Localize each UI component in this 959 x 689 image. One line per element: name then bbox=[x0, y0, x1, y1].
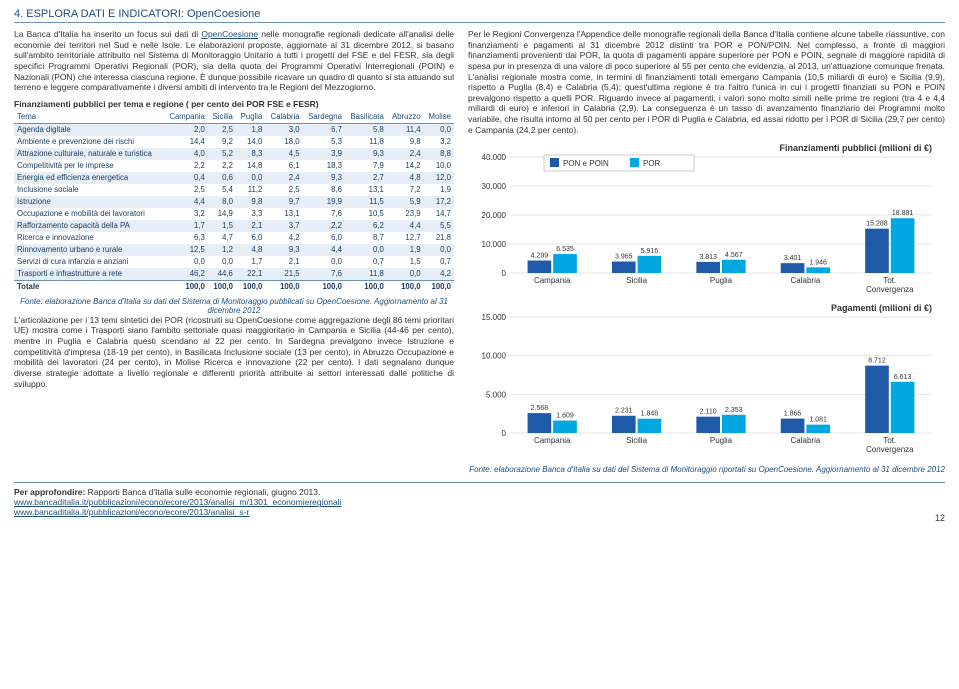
svg-text:PON e POIN: PON e POIN bbox=[563, 159, 609, 168]
svg-text:0: 0 bbox=[502, 269, 507, 278]
svg-text:3.965: 3.965 bbox=[615, 254, 633, 261]
svg-text:1.865: 1.865 bbox=[784, 411, 802, 418]
analysis-paragraph: L'articolazione per i 13 temi sintetici … bbox=[14, 315, 454, 389]
footer-label: Per approfondire: bbox=[14, 487, 85, 497]
svg-text:6.613: 6.613 bbox=[894, 374, 912, 381]
svg-text:6.535: 6.535 bbox=[556, 246, 574, 253]
svg-text:2.353: 2.353 bbox=[725, 407, 743, 414]
financing-table: TemaCampaniaSiciliaPugliaCalabriaSardegn… bbox=[14, 111, 454, 293]
table-row: Energia ed efficienza energetica0,40,60,… bbox=[14, 172, 454, 184]
svg-text:1.848: 1.848 bbox=[641, 411, 659, 418]
table-header: Sardegna bbox=[303, 111, 345, 124]
svg-text:Sicilia: Sicilia bbox=[626, 276, 647, 285]
payments-chart: Pagamenti (milioni di €) 0 5.000 10.000 15.0… bbox=[468, 301, 945, 461]
svg-text:2.231: 2.231 bbox=[615, 408, 633, 415]
svg-text:15.000: 15.000 bbox=[482, 313, 507, 322]
svg-text:1.609: 1.609 bbox=[556, 413, 574, 420]
right-paragraph: Per le Regioni Convergenza l'Appendice d… bbox=[468, 29, 945, 135]
svg-text:Calabria: Calabria bbox=[791, 276, 821, 285]
svg-text:Pagamenti (milioni di €): Pagamenti (milioni di €) bbox=[831, 303, 932, 313]
svg-text:Campania: Campania bbox=[534, 276, 571, 285]
intro-paragraph: La Banca d'Italia ha inserito un focus s… bbox=[14, 29, 454, 93]
table-row: Trasporti e infrastrutture a rete46,244,… bbox=[14, 268, 454, 281]
table-header: Calabria bbox=[265, 111, 302, 124]
table-header: Tema bbox=[14, 111, 164, 124]
svg-text:4.299: 4.299 bbox=[531, 253, 549, 260]
svg-text:0: 0 bbox=[502, 429, 507, 438]
svg-text:5.000: 5.000 bbox=[486, 391, 507, 400]
svg-text:Finanziamenti pubblici (milion: Finanziamenti pubblici (milioni di €) bbox=[779, 143, 932, 153]
financing-chart: Finanziamenti pubblici (milioni di €) 0 10… bbox=[468, 141, 945, 301]
table-row: Inclusione sociale2,55,411,22,58,613,17,… bbox=[14, 184, 454, 196]
svg-text:30.000: 30.000 bbox=[482, 182, 507, 191]
table-header: Basilicata bbox=[345, 111, 387, 124]
table-row: Rinnovamento urbano e rurale12,51,24,89,… bbox=[14, 244, 454, 256]
svg-text:Tot.: Tot. bbox=[883, 436, 896, 445]
footer-link-2[interactable]: www.bancaditalia.it/pubblicazioni/econo/… bbox=[14, 507, 249, 517]
svg-text:2.110: 2.110 bbox=[700, 409, 717, 416]
svg-text:5.916: 5.916 bbox=[641, 248, 659, 255]
svg-text:1.946: 1.946 bbox=[809, 260, 827, 267]
left-column: La Banca d'Italia ha inserito un focus s… bbox=[14, 29, 454, 474]
table-header: Abruzzo bbox=[387, 111, 424, 124]
table-row: Rafforzamento capacità della PA1,71,52,1… bbox=[14, 220, 454, 232]
svg-text:10.000: 10.000 bbox=[482, 240, 507, 249]
svg-text:40.000: 40.000 bbox=[482, 153, 507, 162]
table-header: Puglia bbox=[236, 111, 265, 124]
svg-text:1.081: 1.081 bbox=[809, 417, 827, 424]
table-row: Ricerca e innovazione6,34,76,04,26,08,71… bbox=[14, 232, 454, 244]
svg-text:Calabria: Calabria bbox=[791, 436, 821, 445]
svg-text:3.813: 3.813 bbox=[699, 254, 717, 261]
right-column: Per le Regioni Convergenza l'Appendice d… bbox=[468, 29, 945, 474]
svg-text:20.000: 20.000 bbox=[482, 211, 507, 220]
svg-text:Sicilia: Sicilia bbox=[626, 436, 647, 445]
svg-text:Tot.: Tot. bbox=[883, 276, 896, 285]
svg-text:15.288: 15.288 bbox=[866, 221, 888, 228]
table-row: Competitività per le imprese2,22,214,86,… bbox=[14, 160, 454, 172]
page-number: 12 bbox=[935, 513, 945, 523]
svg-text:3.401: 3.401 bbox=[784, 255, 802, 262]
table-row: Servizi di cura infanzia e anziani0,00,0… bbox=[14, 256, 454, 268]
table-row: Istruzione4,48,09,89,719,911,55,917,2 bbox=[14, 196, 454, 208]
svg-text:4.567: 4.567 bbox=[725, 252, 743, 259]
svg-text:Puglia: Puglia bbox=[710, 276, 733, 285]
page-footer: Per approfondire: Rapporti Banca d'Itali… bbox=[14, 482, 945, 517]
table-header: Campania bbox=[164, 111, 208, 124]
table-source: Fonte: elaborazione Banca d'Italia su da… bbox=[14, 297, 454, 315]
charts-source: Fonte: elaborazione Banca d'Italia su da… bbox=[468, 465, 945, 474]
svg-text:Puglia: Puglia bbox=[710, 436, 733, 445]
opencoesione-link[interactable]: OpenCoesione bbox=[201, 29, 258, 39]
table-total-row: Totale100,0100,0100,0100,0100,0100,0100,… bbox=[14, 280, 454, 293]
intro-text-a: La Banca d'Italia ha inserito un focus s… bbox=[14, 29, 201, 39]
table-header: Sicilia bbox=[208, 111, 236, 124]
svg-text:8.712: 8.712 bbox=[868, 358, 886, 365]
table-row: Ambiente e prevenzione dei rischi14,49,2… bbox=[14, 136, 454, 148]
table-row: Attrazione culturale, naturale e turisti… bbox=[14, 148, 454, 160]
page-title: 4. ESPLORA DATI E INDICATORI: OpenCoesio… bbox=[14, 8, 945, 23]
svg-text:10.000: 10.000 bbox=[482, 352, 507, 361]
svg-text:Campania: Campania bbox=[534, 436, 571, 445]
svg-text:18.881: 18.881 bbox=[892, 210, 914, 217]
footer-text: Rapporti Banca d'Italia sulle economie r… bbox=[85, 487, 320, 497]
table-row: Agenda digitale2,02,51,83,06,75,811,40,0 bbox=[14, 123, 454, 136]
main-content: La Banca d'Italia ha inserito un focus s… bbox=[14, 29, 945, 474]
svg-text:Convergenza: Convergenza bbox=[866, 285, 914, 294]
table-title: Finanziamenti pubblici per tema e region… bbox=[14, 99, 454, 109]
table-row: Occupazione e mobilità dei lavoratori3,2… bbox=[14, 208, 454, 220]
table-header: Molise bbox=[424, 111, 454, 124]
footer-link-1[interactable]: www.bancaditalia.it/pubblicazioni/econo/… bbox=[14, 497, 341, 507]
svg-text:2.568: 2.568 bbox=[531, 405, 549, 412]
svg-text:Convergenza: Convergenza bbox=[866, 445, 914, 454]
svg-text:POR: POR bbox=[643, 159, 661, 168]
